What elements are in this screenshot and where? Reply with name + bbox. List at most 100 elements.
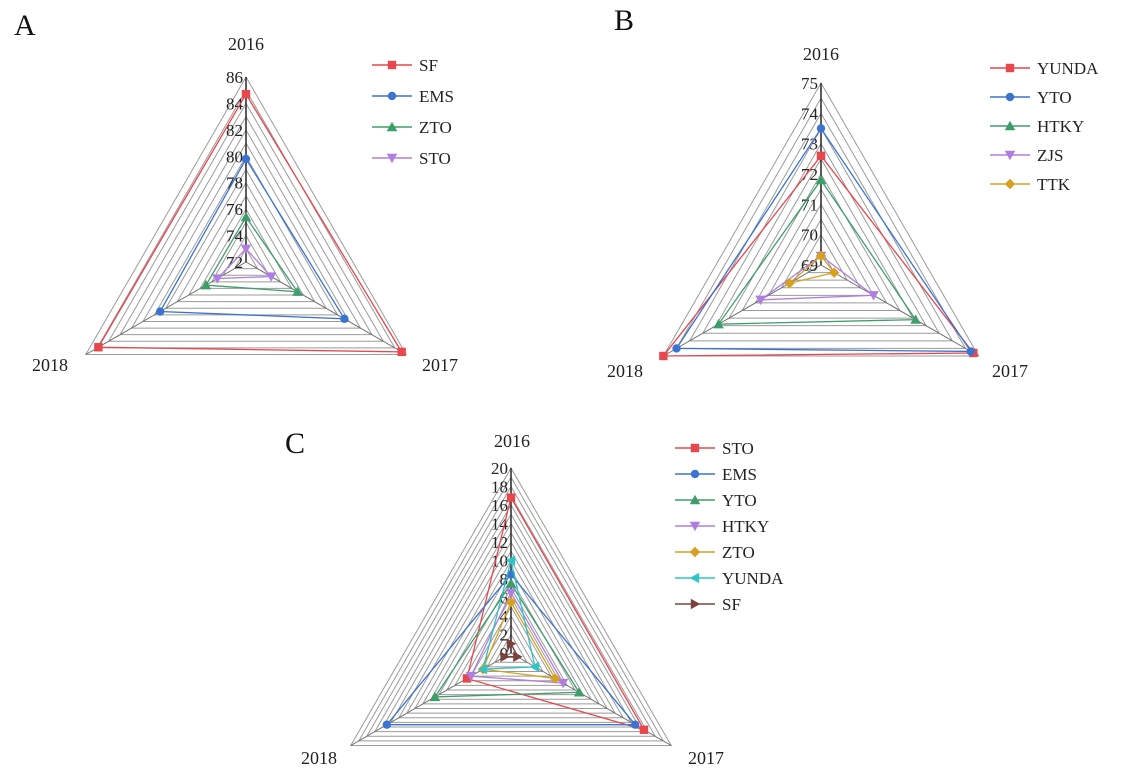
panel-b: B69707172737475201620172018YUNDAYTOHTKYZ…: [607, 4, 1099, 381]
series-line: [385, 573, 637, 726]
panel-letter: C: [285, 427, 305, 460]
series-sf: [94, 89, 406, 357]
axis-label: 2018: [301, 748, 337, 768]
grid-ring: [96, 89, 396, 349]
grid-ring: [767, 203, 875, 296]
series-line: [466, 495, 646, 731]
panel-letter: B: [614, 4, 634, 37]
tick-label: 84: [226, 94, 244, 113]
grid-ring: [741, 172, 901, 311]
axis-label: 2017: [992, 361, 1028, 381]
legend-marker: [689, 572, 700, 584]
data-point: [506, 493, 516, 502]
series-htky: [713, 174, 921, 329]
legend-marker: [387, 60, 397, 70]
legend-label: HTKY: [722, 517, 769, 536]
legend-marker: [386, 153, 398, 164]
tick-label: 74: [801, 104, 819, 123]
series-line: [159, 157, 346, 320]
legend-marker: [1005, 92, 1015, 102]
legend-marker: [387, 91, 397, 101]
series-yto: [429, 578, 585, 702]
legend-marker: [689, 521, 701, 532]
tick-label: 14: [491, 515, 509, 534]
tick-label: 80: [226, 147, 243, 166]
series-ttk: [784, 250, 840, 289]
tick-label: 10: [491, 552, 508, 571]
series-line: [503, 642, 519, 658]
legend-marker: [1004, 178, 1016, 190]
tick-label: 72: [226, 253, 243, 272]
data-point: [212, 274, 223, 284]
tick-label: 72: [801, 165, 818, 184]
grid-ring: [780, 218, 862, 289]
series-htky: [465, 588, 569, 689]
data-point: [505, 555, 516, 566]
series-yunda: [477, 555, 540, 675]
tick-label: 8: [500, 570, 509, 589]
data-point: [477, 663, 488, 675]
data-point: [816, 124, 826, 133]
legend: STO EMS YTO HTKY ZTO YUNDA SF: [675, 439, 784, 614]
legend-item: EMS: [372, 87, 454, 106]
data-point: [382, 720, 392, 729]
data-point: [94, 343, 103, 352]
tick-label: 2: [500, 626, 509, 645]
data-point: [815, 250, 827, 262]
grid-ring: [389, 513, 633, 723]
data-point: [630, 720, 640, 729]
tick-label: 82: [226, 121, 243, 140]
legend-item: YTO: [675, 491, 757, 510]
legend-item: YUNDA: [675, 569, 784, 588]
series-line: [758, 255, 876, 301]
data-point: [240, 244, 252, 255]
series-line: [215, 247, 273, 280]
legend-label: YTO: [1037, 88, 1072, 107]
series-sto: [212, 244, 277, 284]
legend-item: STO: [372, 149, 451, 168]
grid-ring: [373, 494, 649, 733]
data-point: [200, 279, 212, 290]
grid-ring: [357, 476, 665, 742]
legend-item: HTKY: [990, 117, 1084, 136]
series-line: [433, 582, 581, 698]
axis-label: 2017: [688, 748, 724, 768]
legend-label: SF: [419, 56, 438, 75]
data-point: [755, 295, 766, 306]
series-line: [97, 92, 403, 353]
data-point: [340, 314, 349, 324]
series-line: [717, 178, 917, 325]
tick-label: 71: [801, 195, 818, 214]
data-point: [815, 174, 827, 185]
data-point: [462, 674, 472, 683]
legend-item: STO: [675, 439, 754, 458]
axis-label: 2016: [803, 44, 839, 64]
legend-marker: [1004, 120, 1016, 131]
legend-item: SF: [675, 595, 741, 614]
grid-ring: [405, 531, 617, 714]
series-sf: [500, 638, 523, 662]
grid-ring: [675, 97, 967, 349]
legend-item: EMS: [675, 465, 757, 484]
data-point: [241, 89, 251, 99]
grid-ring: [119, 115, 373, 336]
data-point: [713, 318, 724, 329]
grid-ring: [793, 233, 849, 281]
axis-label: 2017: [422, 355, 458, 375]
legend-label: YTO: [722, 491, 757, 510]
data-point: [816, 151, 826, 160]
series-line: [675, 127, 972, 353]
legend-marker: [690, 598, 701, 610]
legend-label: STO: [419, 149, 451, 168]
grid-ring: [430, 559, 592, 700]
grid-ring: [233, 247, 259, 270]
axis-label: 2016: [494, 431, 530, 451]
data-point: [549, 673, 561, 684]
data-point: [292, 286, 303, 296]
series-line: [789, 254, 836, 284]
data-point: [505, 588, 517, 599]
data-point: [659, 351, 668, 361]
legend-label: YUNDA: [1037, 59, 1099, 78]
data-point: [784, 277, 795, 289]
data-point: [241, 154, 251, 164]
